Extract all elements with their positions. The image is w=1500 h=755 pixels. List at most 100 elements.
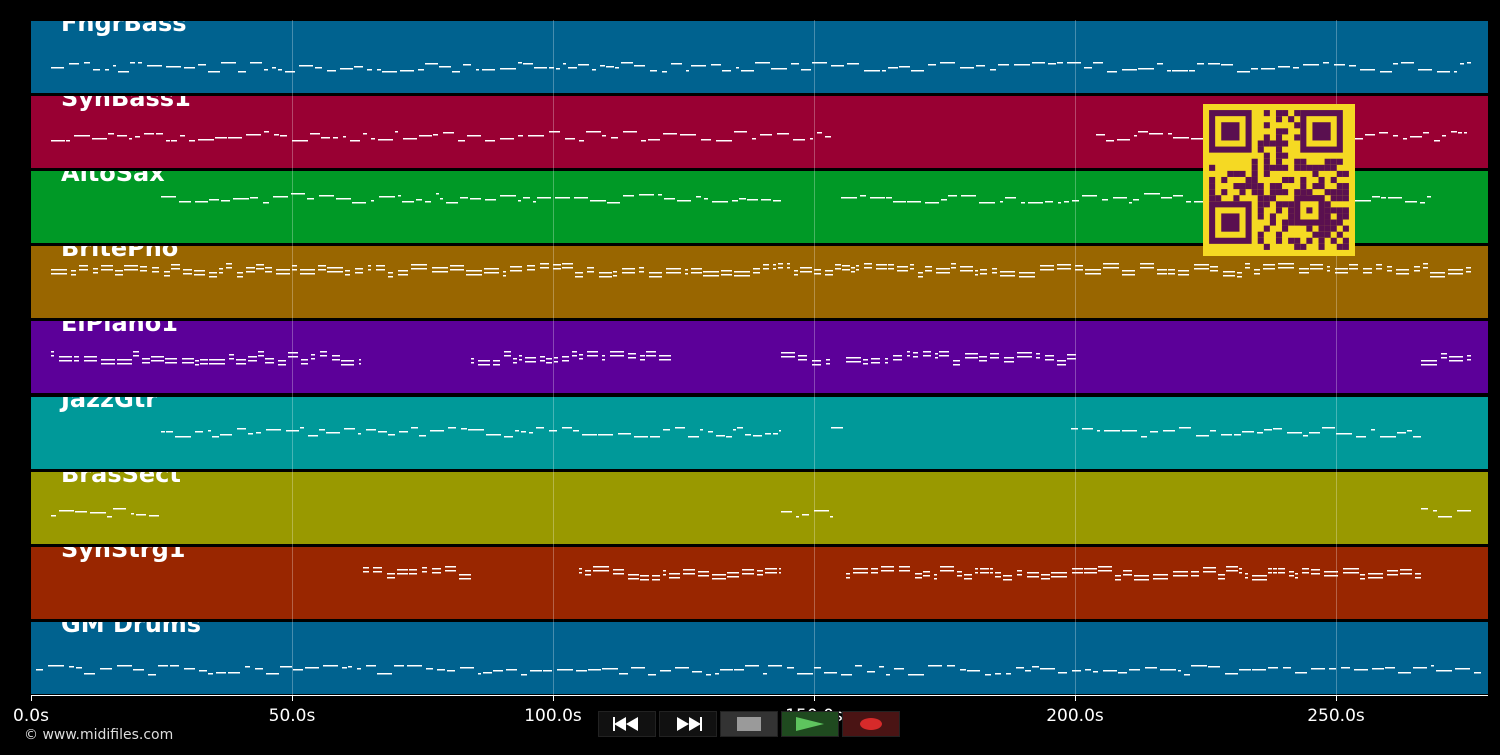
note — [593, 570, 609, 572]
note — [359, 363, 361, 365]
stop-button[interactable] — [720, 711, 778, 737]
note — [209, 363, 225, 365]
note — [1075, 265, 1083, 267]
note — [93, 69, 100, 71]
qr-module — [1294, 134, 1301, 141]
qr-module — [1300, 183, 1307, 190]
note — [1122, 69, 1137, 71]
note — [418, 69, 424, 71]
note — [953, 364, 960, 366]
note — [1273, 428, 1282, 430]
note — [1072, 200, 1079, 202]
note — [1045, 355, 1054, 357]
note — [521, 674, 527, 676]
note — [1381, 197, 1386, 199]
note — [587, 267, 594, 269]
note — [485, 199, 496, 201]
qr-module — [1318, 164, 1325, 171]
track-row[interactable]: BrasSect — [31, 472, 1488, 544]
note — [778, 267, 783, 269]
note — [1415, 577, 1421, 579]
qr-module — [1306, 189, 1313, 196]
note — [841, 197, 857, 199]
note — [1335, 268, 1348, 270]
qr-module — [1275, 146, 1283, 153]
note — [1415, 573, 1421, 575]
note — [650, 70, 657, 72]
note — [71, 274, 76, 276]
note — [300, 273, 315, 275]
note — [133, 355, 139, 357]
rewind-button[interactable] — [598, 711, 656, 737]
note — [755, 62, 770, 64]
note — [272, 67, 276, 69]
note — [523, 197, 530, 199]
note — [1441, 353, 1447, 355]
note — [587, 351, 598, 353]
note — [69, 63, 79, 65]
note — [975, 568, 978, 570]
note — [965, 357, 978, 359]
track-notes — [161, 193, 1431, 204]
note — [602, 135, 606, 137]
note — [846, 361, 861, 363]
note — [671, 63, 682, 65]
note — [575, 272, 583, 274]
note — [482, 69, 495, 71]
record-button[interactable] — [842, 711, 900, 737]
note — [957, 575, 962, 577]
note — [585, 574, 591, 576]
qr-module — [1330, 225, 1337, 232]
note — [1393, 63, 1398, 65]
note — [549, 430, 557, 432]
note — [1019, 272, 1035, 274]
note — [527, 265, 535, 267]
note — [1067, 354, 1076, 356]
note — [1005, 197, 1016, 199]
fast-forward-button[interactable] — [659, 711, 717, 737]
play-button[interactable] — [781, 711, 839, 737]
note — [184, 668, 195, 670]
note — [1085, 273, 1101, 275]
track-row[interactable]: FngrBass — [31, 21, 1488, 93]
note — [817, 132, 822, 134]
note — [221, 62, 236, 64]
note — [940, 62, 955, 64]
note — [1157, 269, 1167, 271]
note — [830, 516, 833, 518]
note — [1115, 575, 1121, 577]
tick-mark — [1336, 695, 1337, 701]
note — [504, 351, 511, 353]
note — [1293, 67, 1299, 69]
track-row[interactable]: SynStrg1 — [31, 547, 1488, 619]
note — [1264, 429, 1272, 431]
note — [826, 359, 830, 361]
note — [1372, 668, 1384, 670]
qr-module — [1342, 207, 1349, 214]
qr-module — [1233, 170, 1240, 177]
note — [1368, 577, 1383, 579]
track-row[interactable]: BritePno — [31, 246, 1488, 318]
note — [960, 669, 966, 671]
note — [1210, 270, 1218, 272]
transport-controls — [598, 711, 903, 739]
note — [1368, 573, 1383, 575]
qr-module — [1269, 213, 1276, 220]
note — [1448, 269, 1463, 271]
note — [1414, 266, 1420, 268]
qr-module — [1269, 164, 1276, 171]
note — [831, 427, 843, 429]
note — [935, 353, 938, 355]
note — [675, 667, 689, 669]
note — [639, 267, 644, 269]
track-row[interactable]: ElPiano1 — [31, 321, 1488, 393]
track-notes — [36, 665, 1481, 676]
note — [156, 133, 163, 135]
qr-module — [1269, 195, 1276, 202]
track-row[interactable]: GM Drums — [31, 622, 1488, 694]
qr-module — [1257, 237, 1264, 244]
qr-module — [1324, 201, 1331, 208]
time-axis — [31, 695, 1488, 696]
track-row[interactable]: JazzGtr — [31, 397, 1488, 469]
qr-module — [1324, 207, 1331, 214]
